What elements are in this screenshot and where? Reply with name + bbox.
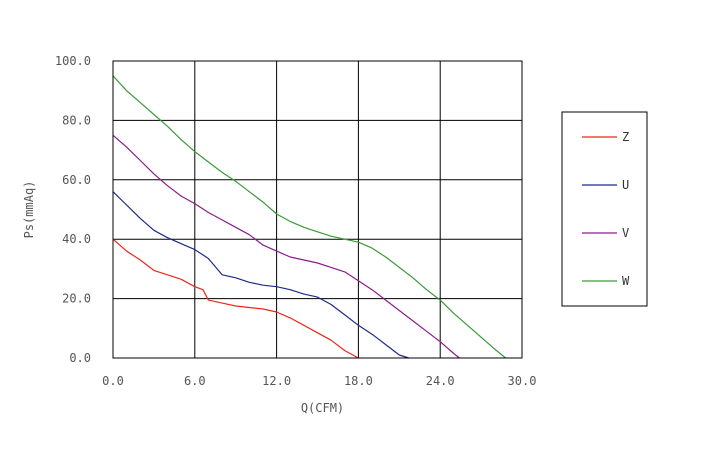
series-line-u	[112, 191, 409, 359]
series-layer	[112, 75, 506, 359]
x-tick-label: 30.0	[508, 374, 537, 388]
legend: Z U V W	[561, 111, 648, 307]
series-line-v	[112, 134, 460, 359]
series-line-w	[112, 75, 506, 359]
legend-label-v: V	[622, 226, 629, 240]
x-tick-label: 0.0	[102, 374, 124, 388]
y-tick-label: 0.0	[69, 351, 91, 365]
x-tick-label: 18.0	[344, 374, 373, 388]
legend-label-w: W	[622, 274, 630, 288]
series-line-z	[112, 238, 359, 359]
x-axis-title: Q(CFM)	[301, 401, 344, 415]
y-axis-title: Ps(mmAq)	[22, 181, 36, 239]
y-tick-label: 60.0	[62, 173, 91, 187]
y-tick-label: 20.0	[62, 292, 91, 306]
legend-label-u: U	[622, 178, 629, 192]
y-tick-label: 80.0	[62, 113, 91, 127]
x-tick-label: 6.0	[184, 374, 206, 388]
plot-frame	[112, 60, 523, 359]
y-tick-label: 100.0	[55, 54, 91, 68]
legend-box	[561, 111, 648, 307]
x-tick-label: 24.0	[426, 374, 455, 388]
x-tick-labels: 0.0 6.0 12.0 18.0 24.0 30.0	[102, 374, 536, 388]
y-tick-label: 40.0	[62, 232, 91, 246]
y-tick-labels: 0.0 20.0 40.0 60.0 80.0 100.0	[55, 54, 91, 365]
legend-label-z: Z	[622, 130, 629, 144]
x-tick-label: 12.0	[262, 374, 291, 388]
grid	[113, 61, 522, 358]
